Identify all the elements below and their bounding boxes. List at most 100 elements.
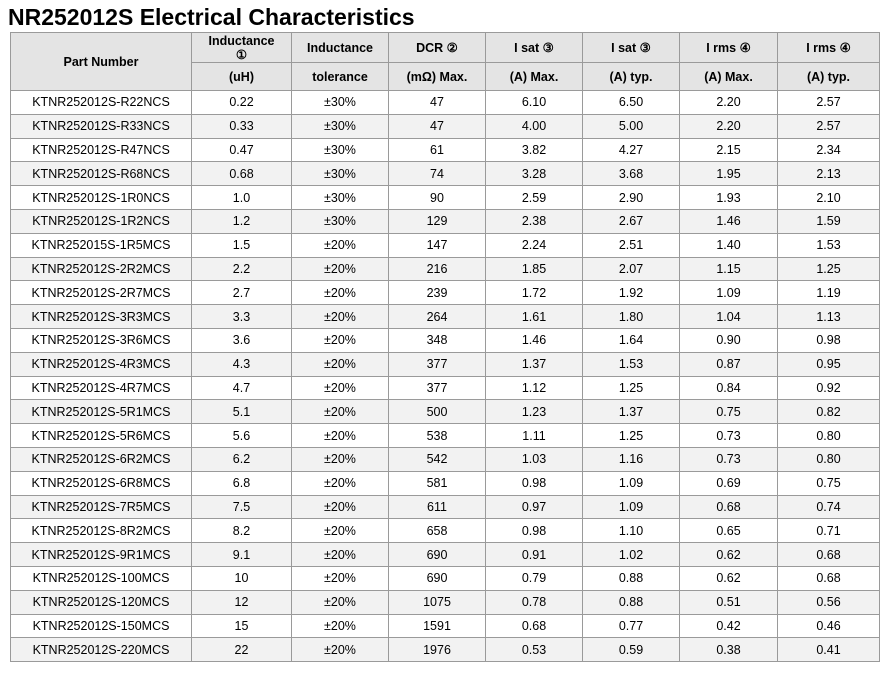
inductance-cell: 5.6 [191, 423, 292, 448]
part-number-cell: KTNR252012S-3R6MCS [10, 327, 192, 353]
part-number-cell: KTNR252012S-4R3MCS [10, 351, 192, 377]
tolerance-cell: ±20% [291, 637, 389, 663]
table-row: KTNR252012S-3R3MCS 3.3 ±20% 264 1.61 1.80 1.04… [10, 304, 880, 329]
isat-max-cell: 2.24 [485, 232, 583, 258]
table-row: KTNR252012S-3R6MCS 3.6 ±20% 348 1.46 1.64 0.90… [10, 327, 880, 353]
irms-max-cell: 2.20 [679, 113, 778, 139]
irms-typ-cell: 0.95 [777, 351, 880, 377]
irms-max-cell: 0.51 [679, 589, 778, 615]
irms-typ-cell: 2.10 [777, 185, 880, 210]
irms-typ-cell: 0.68 [777, 542, 880, 567]
tolerance-cell: ±20% [291, 280, 389, 306]
irms-max-cell: 1.09 [679, 280, 778, 306]
isat-typ-cell: 2.51 [582, 232, 680, 258]
part-number-cell: KTNR252012S-150MCS [10, 613, 192, 639]
isat-max-cell: 2.59 [485, 185, 583, 210]
part-number-cell: KTNR252012S-8R2MCS [10, 518, 192, 544]
dcr-cell: 611 [388, 494, 486, 520]
dcr-cell: 690 [388, 565, 486, 591]
isat-typ-cell: 1.10 [582, 518, 680, 544]
isat-max-cell: 0.91 [485, 542, 583, 567]
isat-typ-cell: 1.09 [582, 470, 680, 496]
isat-max-cell: 1.23 [485, 399, 583, 425]
part-number-cell: KTNR252012S-2R7MCS [10, 280, 192, 306]
irms-max-cell: 1.95 [679, 161, 778, 187]
tolerance-cell: ±20% [291, 256, 389, 282]
irms-max-cell: 0.62 [679, 565, 778, 591]
inductance-cell: 1.2 [191, 208, 292, 234]
dcr-cell: 581 [388, 470, 486, 496]
isat-max-cell: 4.00 [485, 113, 583, 139]
inductance-cell: 22 [191, 637, 292, 663]
irms-max-cell: 0.75 [679, 399, 778, 425]
header-tolerance-top: Inductance [291, 32, 389, 63]
isat-max-cell: 1.12 [485, 375, 583, 401]
isat-typ-cell: 1.16 [582, 446, 680, 472]
irms-typ-cell: 1.25 [777, 256, 880, 282]
isat-max-cell: 1.37 [485, 351, 583, 377]
inductance-cell: 6.2 [191, 446, 292, 472]
tolerance-cell: ±20% [291, 232, 389, 258]
part-number-cell: KTNR252012S-1R0NCS [10, 185, 192, 210]
header-isat-typ-top: I sat ③ [582, 32, 680, 63]
irms-typ-cell: 0.56 [777, 589, 880, 615]
irms-typ-cell: 0.92 [777, 375, 880, 401]
isat-max-cell: 2.38 [485, 208, 583, 234]
dcr-cell: 239 [388, 280, 486, 306]
isat-max-cell: 1.61 [485, 304, 583, 329]
isat-typ-cell: 2.67 [582, 208, 680, 234]
dcr-cell: 377 [388, 351, 486, 377]
part-number-cell: KTNR252012S-100MCS [10, 565, 192, 591]
irms-typ-cell: 1.13 [777, 304, 880, 329]
isat-typ-cell: 0.77 [582, 613, 680, 639]
inductance-cell: 6.8 [191, 470, 292, 496]
header-dcr-top: DCR ② [388, 32, 486, 63]
isat-typ-cell: 1.37 [582, 399, 680, 425]
dcr-cell: 47 [388, 113, 486, 139]
isat-typ-cell: 2.90 [582, 185, 680, 210]
dcr-cell: 216 [388, 256, 486, 282]
irms-typ-cell: 1.53 [777, 232, 880, 258]
irms-max-cell: 0.69 [679, 470, 778, 496]
dcr-cell: 658 [388, 518, 486, 544]
table-row: KTNR252012S-120MCS 12 ±20% 1075 0.78 0.88 0.51… [10, 589, 880, 615]
tolerance-cell: ±30% [291, 161, 389, 187]
dcr-cell: 61 [388, 137, 486, 163]
header-isat-max-top: I sat ③ [485, 32, 583, 63]
part-number-cell: KTNR252015S-1R5MCS [10, 232, 192, 258]
isat-typ-cell: 1.92 [582, 280, 680, 306]
isat-typ-cell: 1.02 [582, 542, 680, 567]
isat-max-cell: 1.11 [485, 423, 583, 448]
dcr-cell: 538 [388, 423, 486, 448]
irms-typ-cell: 0.75 [777, 470, 880, 496]
table-row: KTNR252012S-4R3MCS 4.3 ±20% 377 1.37 1.53 0.87… [10, 351, 880, 377]
irms-typ-cell: 0.71 [777, 518, 880, 544]
inductance-cell: 10 [191, 565, 292, 591]
table-row: KTNR252012S-R33NCS 0.33 ±30% 47 4.00 5.00 2.20… [10, 113, 880, 139]
part-number-cell: KTNR252012S-R47NCS [10, 137, 192, 163]
tolerance-cell: ±30% [291, 137, 389, 163]
table-row: KTNR252012S-100MCS 10 ±20% 690 0.79 0.88 0.62 0… [10, 565, 880, 591]
inductance-cell: 2.7 [191, 280, 292, 306]
dcr-cell: 264 [388, 304, 486, 329]
part-number-cell: KTNR252012S-R68NCS [10, 161, 192, 187]
table-row: KTNR252015S-1R5MCS 1.5 ±20% 147 2.24 2.51 1.40… [10, 232, 880, 258]
inductance-cell: 7.5 [191, 494, 292, 520]
irms-max-cell: 0.38 [679, 637, 778, 663]
irms-max-cell: 0.42 [679, 613, 778, 639]
dcr-cell: 1591 [388, 613, 486, 639]
part-number-cell: KTNR252012S-5R1MCS [10, 399, 192, 425]
tolerance-cell: ±20% [291, 494, 389, 520]
dcr-cell: 500 [388, 399, 486, 425]
part-number-cell: KTNR252012S-3R3MCS [10, 304, 192, 329]
irms-typ-cell: 0.80 [777, 446, 880, 472]
table-row: KTNR252012S-R22NCS 0.22 ±30% 47 6.10 6.50 2.20… [10, 90, 880, 115]
dcr-cell: 147 [388, 232, 486, 258]
inductance-cell: 1.0 [191, 185, 292, 210]
tolerance-cell: ±20% [291, 446, 389, 472]
isat-max-cell: 1.85 [485, 256, 583, 282]
header-dcr-bottom: (mΩ) Max. [388, 62, 486, 91]
dcr-cell: 74 [388, 161, 486, 187]
table-row: KTNR252012S-150MCS 15 ±20% 1591 0.68 0.77 0.42… [10, 613, 880, 639]
irms-max-cell: 0.73 [679, 423, 778, 448]
